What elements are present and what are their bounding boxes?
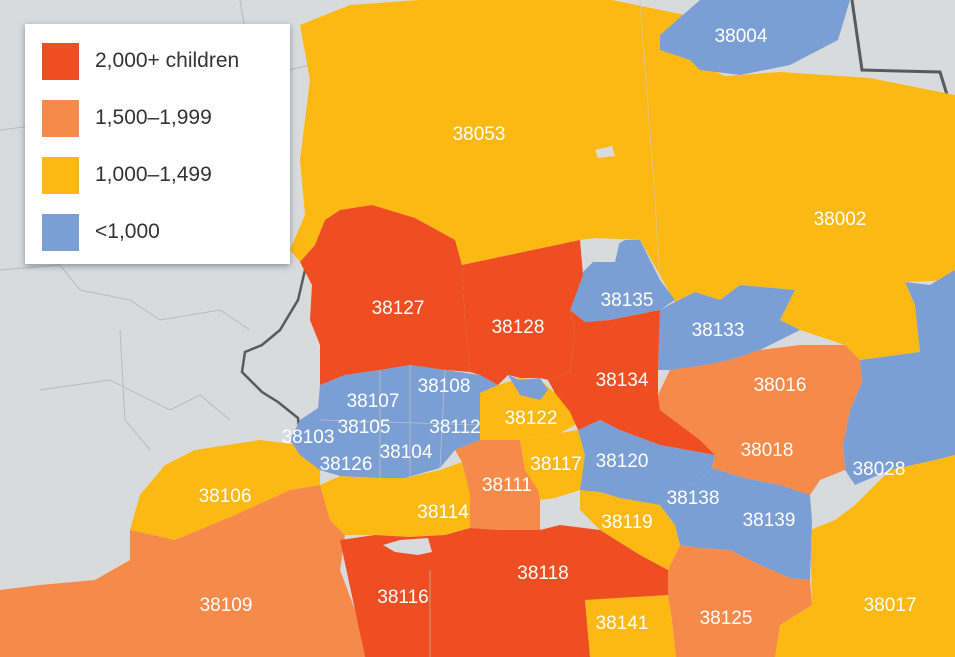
- zip-label-38135: 38135: [601, 290, 654, 311]
- zip-label-38118: 38118: [517, 563, 568, 584]
- zip-label-38114: 38114: [417, 502, 469, 523]
- legend-item-2000-plus: 2,000+ children: [42, 42, 239, 80]
- legend-item-1000-1499: 1,000–1,499: [42, 156, 212, 194]
- zip-label-38111: 38111: [482, 475, 532, 496]
- zip-label-38103: 38103: [282, 427, 335, 448]
- zip-label-38117: 38117: [530, 454, 581, 475]
- zip-boundaries: [319, 0, 661, 657]
- legend-swatch-2000-plus: [42, 42, 79, 80]
- zip-label-38134: 38134: [596, 370, 649, 391]
- zip-label-38017: 38017: [864, 595, 917, 616]
- zip-label-38125: 38125: [700, 608, 753, 629]
- zip-label-38109: 38109: [200, 595, 253, 616]
- zip-label-38028: 38028: [853, 459, 906, 480]
- zip-label-38139: 38139: [743, 510, 796, 531]
- tier-2000-regions: [300, 205, 715, 657]
- legend: 2,000+ children 1,500–1,999 1,000–1,499 …: [25, 24, 290, 264]
- legend-label-2000-plus: 2,000+ children: [95, 49, 240, 72]
- zip-label-38127: 38127: [372, 298, 425, 319]
- zip-label-38112: 38112: [429, 417, 480, 438]
- zip-label-38122: 38122: [505, 408, 558, 429]
- zip-label-38105: 38105: [338, 417, 391, 438]
- legend-label-1000-1499: 1,000–1,499: [95, 163, 212, 186]
- zip-label-38016: 38016: [754, 375, 807, 396]
- zip-label-38104: 38104: [380, 442, 433, 463]
- zip-label-38107: 38107: [347, 391, 400, 412]
- zip-label-38053: 38053: [453, 124, 506, 145]
- water-areas: [383, 146, 620, 555]
- zip-label-38138: 38138: [667, 488, 720, 509]
- legend-swatch-1500-1999: [42, 99, 79, 137]
- zip-label-38119: 38119: [601, 512, 652, 533]
- legend-swatch-under-1000: [42, 213, 79, 251]
- zip-label-38116: 38116: [377, 587, 428, 608]
- tier-1500-regions: [0, 345, 862, 657]
- legend-item-under-1000: <1,000: [42, 213, 160, 251]
- zip-label-38106: 38106: [199, 486, 252, 507]
- tier-lt1000-regions: [290, 0, 955, 580]
- zip-label-38120: 38120: [596, 451, 649, 472]
- legend-swatch-1000-1499: [42, 156, 79, 194]
- legend-item-1500-1999: 1,500–1,999: [42, 99, 212, 137]
- zip-label-38141: 38141: [596, 613, 649, 634]
- legend-label-under-1000: <1,000: [95, 220, 160, 243]
- state-boundary: [850, 0, 950, 99]
- zip-label-38126: 38126: [320, 454, 373, 475]
- zip-label-38004: 38004: [715, 26, 768, 47]
- zip-label-38128: 38128: [492, 317, 545, 338]
- zip-label-38133: 38133: [692, 320, 745, 341]
- zip-labels: 38004 38053 38002 38127 38128 38135 3813…: [199, 26, 917, 634]
- tier-1000-regions: [130, 0, 955, 657]
- zip-label-38018: 38018: [741, 440, 794, 461]
- zip-label-38002: 38002: [814, 209, 867, 230]
- legend-label-1500-1999: 1,500–1,999: [95, 106, 212, 129]
- zip-label-38108: 38108: [418, 376, 471, 397]
